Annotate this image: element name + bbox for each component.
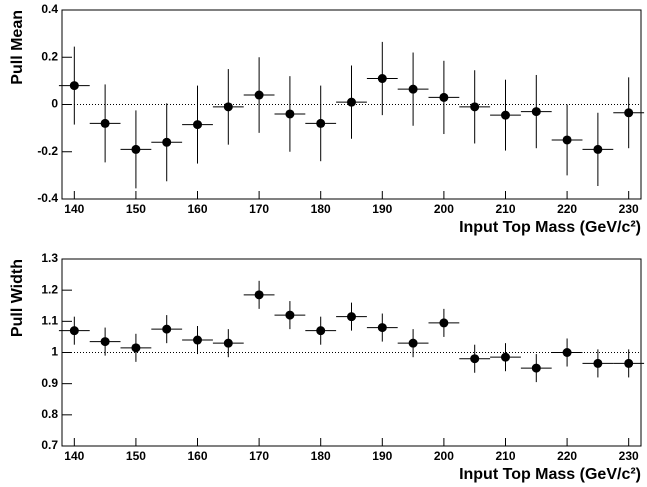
x-tick-label: 160 [187,202,207,216]
data-point [408,338,418,348]
x-tick-label: 180 [311,449,331,463]
data-point [531,363,541,373]
data-point [193,335,203,345]
x-tick-label: 230 [619,202,639,216]
x-axis-label: Input Top Mass (GeV/c²) [459,219,641,236]
x-tick-label: 200 [434,202,454,216]
y-tick-label: -0.4 [37,191,58,205]
data-point [69,81,79,91]
data-point [254,90,264,100]
y-tick-label: -0.2 [37,144,58,158]
y-tick-label: 0.2 [41,49,58,63]
data-point [377,323,387,333]
data-point [593,358,603,368]
y-tick-label: 0.8 [41,407,58,421]
y-tick-label: 1.3 [41,251,58,265]
x-tick-label: 190 [372,449,392,463]
data-point [377,74,387,84]
x-tick-label: 140 [64,449,84,463]
data-point [316,326,326,336]
data-point [562,135,572,145]
y-tick-label: 0 [51,97,58,111]
y-axis-label: Pull Mean [9,10,26,85]
data-point [562,348,572,357]
data-point [285,109,295,119]
y-tick-label: 0.4 [41,2,58,16]
data-point [223,338,233,348]
data-point [500,110,510,120]
data-point [162,324,172,334]
data-point [285,310,295,320]
x-tick-label: 190 [372,202,392,216]
data-point [131,343,141,353]
data-point [624,108,634,118]
x-tick-label: 150 [126,449,146,463]
y-tick-label: 1.2 [41,282,58,296]
x-tick-label: 160 [187,449,207,463]
x-tick-label: 140 [64,202,84,216]
x-tick-label: 150 [126,202,146,216]
data-point [593,144,603,154]
data-point [347,312,356,322]
data-point [193,120,203,130]
data-point [100,118,110,128]
data-point [408,84,418,94]
x-tick-label: 220 [557,449,577,463]
data-point [470,102,480,112]
data-point [624,358,634,368]
data-point [223,102,233,112]
x-tick-label: 220 [557,202,577,216]
x-tick-label: 180 [311,202,331,216]
data-point [531,107,541,117]
y-tick-label: 1 [51,345,58,359]
data-point [439,92,449,102]
data-point [316,118,326,128]
data-point [347,97,356,107]
y-tick-label: 1.1 [41,314,58,328]
x-tick-label: 210 [495,449,515,463]
x-tick-label: 170 [249,202,269,216]
data-point [131,144,141,154]
x-tick-label: 230 [619,449,639,463]
y-tick-label: 0.9 [41,376,58,390]
data-point [162,137,172,147]
x-tick-label: 170 [249,449,269,463]
data-point [439,318,449,328]
data-point [470,354,480,364]
data-point [69,326,79,336]
y-tick-label: 0.7 [41,438,58,452]
data-point [254,290,264,300]
data-point [100,337,110,347]
y-axis-label: Pull Width [9,259,26,337]
data-point [500,352,510,362]
x-tick-label: 210 [495,202,515,216]
x-axis-label: Input Top Mass (GeV/c²) [459,466,641,483]
x-tick-label: 200 [434,449,454,463]
